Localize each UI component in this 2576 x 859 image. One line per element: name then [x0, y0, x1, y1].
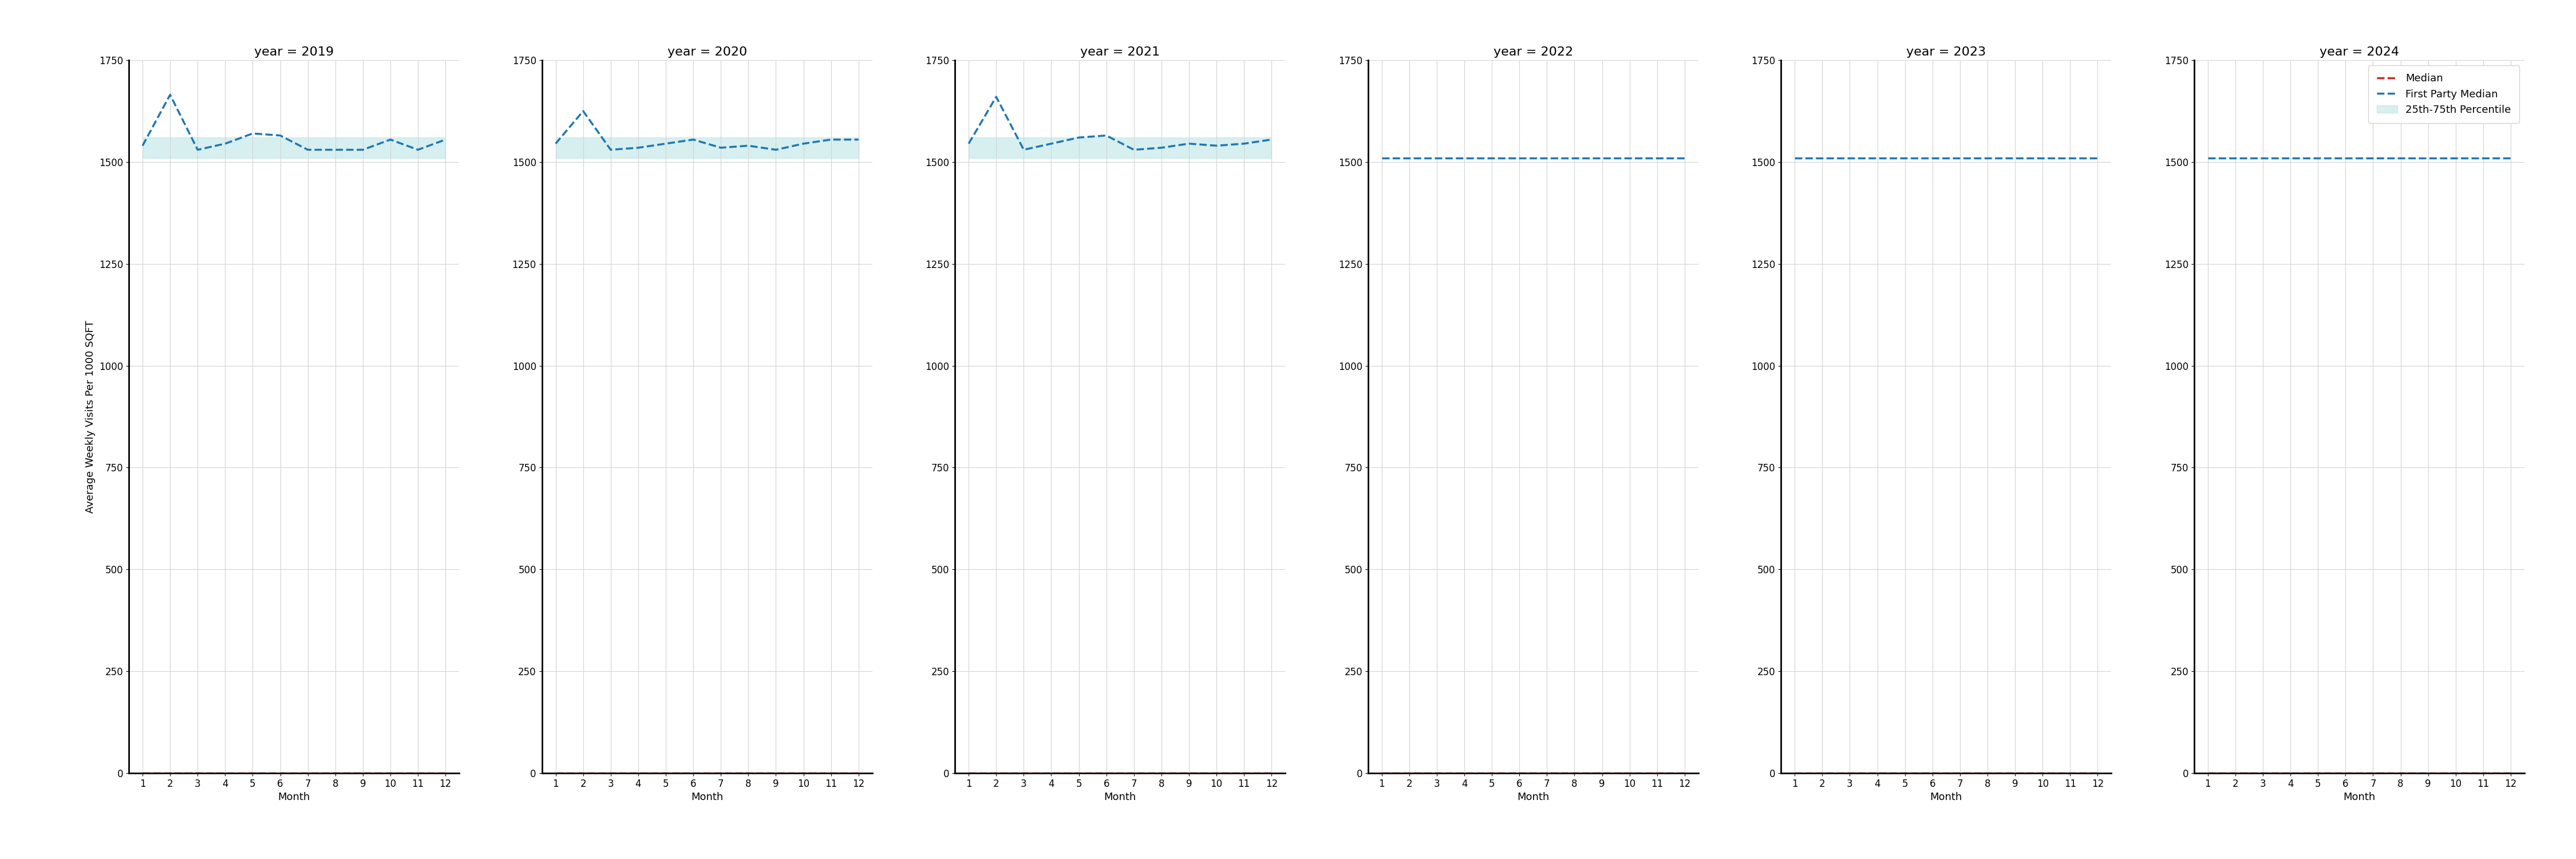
Title: year = 2023: year = 2023 [1906, 46, 1986, 58]
X-axis label: Month: Month [1517, 792, 1548, 802]
X-axis label: Month: Month [1105, 792, 1136, 802]
Title: year = 2019: year = 2019 [255, 46, 335, 58]
Title: year = 2022: year = 2022 [1494, 46, 1574, 58]
Y-axis label: Average Weekly Visits Per 1000 SQFT: Average Weekly Visits Per 1000 SQFT [85, 320, 95, 513]
Title: year = 2024: year = 2024 [2318, 46, 2398, 58]
X-axis label: Month: Month [690, 792, 724, 802]
Title: year = 2020: year = 2020 [667, 46, 747, 58]
X-axis label: Month: Month [278, 792, 309, 802]
X-axis label: Month: Month [1929, 792, 1963, 802]
X-axis label: Month: Month [2344, 792, 2375, 802]
Legend: Median, First Party Median, 25th-75th Percentile: Median, First Party Median, 25th-75th Pe… [2367, 65, 2519, 123]
Title: year = 2021: year = 2021 [1079, 46, 1159, 58]
